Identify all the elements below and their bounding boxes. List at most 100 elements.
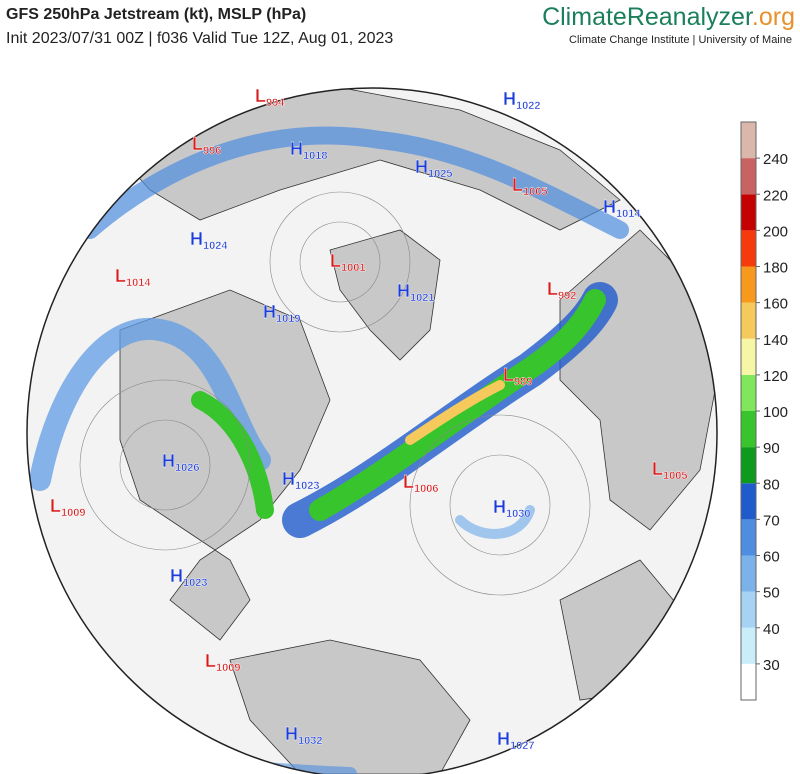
south-america — [229, 639, 471, 774]
colorbar-tick-label: 240 — [763, 151, 788, 168]
pressure-label: L1009 — [205, 651, 240, 674]
colorbar-tick-label: 100 — [763, 404, 788, 421]
pressure-value: 1032 — [298, 735, 322, 747]
pressure-label: L1001 — [330, 251, 365, 274]
globe — [27, 88, 717, 774]
pressure-value: 1014 — [126, 277, 151, 289]
pressure-label: H1023 — [170, 566, 207, 589]
north-america — [119, 289, 331, 641]
brand: ClimateReanalyzer.org — [542, 3, 795, 31]
pressure-label: H1023 — [282, 469, 319, 492]
pressure-label: H1018 — [290, 139, 327, 162]
pressure-value: 1005 — [663, 470, 687, 482]
colorbar-band — [741, 591, 756, 628]
pressure-letter: H — [397, 281, 410, 301]
globe-edge — [26, 87, 718, 774]
pressure-letter: H — [493, 497, 506, 517]
colorbar-tick-label: 90 — [763, 440, 780, 457]
colorbar-tick-label: 30 — [763, 657, 780, 674]
pressure-value: 1021 — [410, 292, 434, 304]
pressure-value: 1027 — [510, 740, 534, 752]
pressure-letter: L — [403, 472, 414, 492]
colorbar-tick-label: 140 — [763, 332, 788, 349]
pressure-label: L1005 — [512, 175, 547, 198]
colorbar-band — [741, 555, 756, 592]
pressure-label: L1009 — [50, 496, 85, 519]
pressure-letter: L — [330, 251, 341, 271]
pressure-value: 1018 — [303, 150, 327, 162]
pressure-label: H1024 — [190, 229, 228, 252]
pressure-value: 1009 — [61, 507, 85, 519]
colorbar-band — [741, 374, 756, 411]
greenland — [329, 229, 441, 361]
pressure-label: H1032 — [285, 724, 322, 747]
pressure-value: 1001 — [341, 262, 365, 274]
pressure-letter: L — [503, 365, 514, 385]
pressure-letter: L — [205, 651, 216, 671]
colorbar-band — [741, 302, 756, 339]
pressure-label: L989 — [503, 365, 532, 388]
jet-north — [81, 126, 629, 239]
pressure-label: L1006 — [403, 472, 438, 495]
colorbar-band — [741, 122, 756, 159]
pressure-letter: H — [497, 729, 510, 749]
pressure-letter: H — [190, 229, 203, 249]
pressure-letter: L — [50, 496, 61, 516]
colorbar-tick-label: 120 — [763, 368, 788, 385]
pressure-label: L996 — [192, 134, 221, 157]
brand-name: ClimateReanalyzer — [542, 3, 753, 31]
pressure-value: 1005 — [523, 186, 547, 198]
colorbar-band — [741, 266, 756, 303]
pressure-label: H1022 — [503, 89, 540, 112]
affiliation: Climate Change Institute | University of… — [569, 34, 792, 46]
pressure-letter: H — [290, 139, 303, 159]
jet-small — [455, 505, 535, 539]
colorbar-tick-label: 60 — [763, 549, 780, 566]
pressure-value: 1024 — [203, 240, 228, 252]
pressure-value: 989 — [514, 376, 532, 388]
pressure-label: H1027 — [497, 729, 534, 752]
colorbar-band — [741, 627, 756, 664]
colorbar-band — [741, 194, 756, 231]
pressure-letter: L — [652, 459, 663, 479]
pressure-letter: L — [192, 134, 203, 154]
colorbar-tick-label: 160 — [763, 296, 788, 313]
pressure-letter: H — [162, 451, 175, 471]
jet-west — [29, 317, 271, 491]
pressure-letter: L — [115, 266, 126, 286]
pressure-value: 996 — [203, 145, 221, 157]
pressure-value: 1014 — [616, 208, 641, 220]
pressure-label: H1025 — [415, 157, 452, 180]
pressure-label: H1014 — [603, 197, 641, 220]
pressure-letter: H — [263, 302, 276, 322]
pressure-value: 1023 — [183, 577, 207, 589]
pressure-label: H1021 — [397, 281, 434, 304]
colorbar-band — [741, 338, 756, 375]
colorbar-tick-label: 200 — [763, 223, 788, 240]
pressure-value: 1022 — [516, 100, 540, 112]
pressure-value: 1026 — [175, 462, 199, 474]
title: GFS 250hPa Jetstream (kt), MSLP (hPa) — [6, 6, 306, 23]
pressure-value: 1006 — [414, 483, 438, 495]
pressure-letter: L — [255, 86, 266, 106]
colorbar-band — [741, 519, 756, 556]
pressure-letter: H — [503, 89, 516, 109]
pressure-label: L1005 — [652, 459, 687, 482]
pressure-label: H1026 — [162, 451, 199, 474]
colorbar-tick-label: 180 — [763, 260, 788, 277]
brand-suffix: .org — [752, 3, 795, 31]
pressure-value: 1025 — [428, 168, 452, 180]
pressure-letter: H — [603, 197, 616, 217]
pressure-label: H1019 — [263, 302, 300, 325]
subtitle: Init 2023/07/31 00Z | f036 Valid Tue 12Z… — [6, 30, 393, 47]
pressure-label: L994 — [255, 86, 285, 109]
pressure-letter: H — [285, 724, 298, 744]
colorbar-band — [741, 663, 756, 700]
pressure-value: 1023 — [295, 480, 319, 492]
colorbar-tick-label: 50 — [763, 585, 780, 602]
pressure-label: L1014 — [115, 266, 151, 289]
pressure-value: 994 — [266, 97, 285, 109]
pressure-label: H1030 — [493, 497, 530, 520]
